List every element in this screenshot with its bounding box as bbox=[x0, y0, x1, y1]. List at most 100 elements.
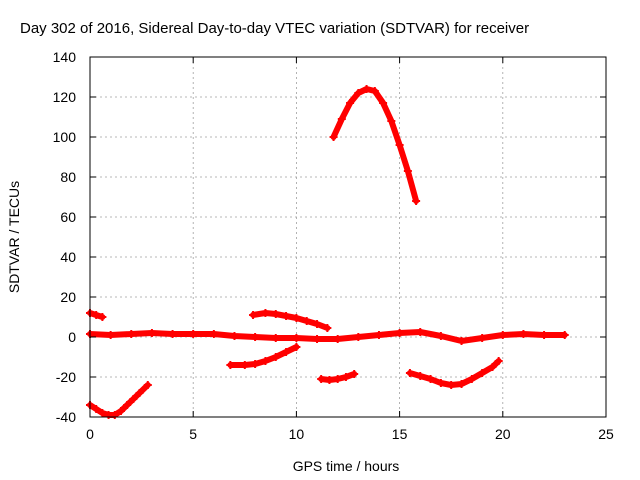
data-point bbox=[478, 369, 487, 377]
data-point bbox=[302, 317, 311, 325]
data-point bbox=[147, 329, 156, 337]
data-point bbox=[135, 389, 144, 397]
data-point bbox=[467, 375, 476, 383]
data-point bbox=[494, 357, 503, 365]
data-point bbox=[457, 337, 466, 345]
data-point bbox=[379, 99, 388, 107]
data-point bbox=[282, 312, 291, 320]
data-point bbox=[230, 332, 239, 340]
data-point bbox=[129, 395, 138, 403]
data-point bbox=[362, 85, 371, 93]
data-point bbox=[271, 353, 280, 361]
data-point bbox=[560, 331, 569, 339]
data-point bbox=[261, 357, 270, 365]
data-point bbox=[249, 311, 258, 319]
y-tick-label: 80 bbox=[60, 169, 76, 185]
data-point bbox=[110, 411, 119, 419]
y-axis-title: SDTVAR / TECUs bbox=[6, 181, 22, 293]
data-point bbox=[282, 348, 291, 356]
y-tick-label: 60 bbox=[60, 209, 76, 225]
data-point bbox=[240, 361, 249, 369]
ticks: 0 5 10 15 20 25 -40 -20 0 20 40 60 80 100 120 140 bbox=[53, 49, 614, 442]
data-point bbox=[346, 99, 355, 107]
y-tick-label: -40 bbox=[56, 409, 76, 425]
series-line-7 bbox=[330, 86, 420, 204]
data-point bbox=[405, 369, 414, 377]
data-point bbox=[478, 334, 487, 342]
data-point bbox=[226, 361, 235, 369]
data-point bbox=[412, 197, 421, 205]
x-tick-label: 0 bbox=[86, 426, 94, 442]
series-line-2 bbox=[87, 382, 151, 418]
data-point bbox=[436, 332, 445, 340]
series-line-8 bbox=[406, 358, 502, 388]
data-point bbox=[370, 87, 379, 95]
plot-frame bbox=[89, 56, 607, 418]
data-point bbox=[92, 311, 101, 319]
data-point bbox=[251, 360, 260, 368]
data-point bbox=[337, 115, 346, 123]
data-point bbox=[106, 331, 115, 339]
data-point bbox=[395, 329, 404, 337]
data-point bbox=[168, 330, 177, 338]
y-tick-label: -20 bbox=[56, 369, 76, 385]
x-tick-label: 20 bbox=[495, 426, 511, 442]
data-point bbox=[416, 328, 425, 336]
data-point bbox=[403, 167, 412, 175]
data-point bbox=[317, 375, 326, 383]
x-axis-title: GPS time / hours bbox=[293, 458, 400, 474]
data-point bbox=[261, 309, 270, 317]
data-point bbox=[436, 379, 445, 387]
data-point bbox=[354, 89, 363, 97]
x-tick-label: 10 bbox=[289, 426, 305, 442]
data-point bbox=[292, 314, 301, 322]
data-point bbox=[426, 375, 435, 383]
data-point bbox=[123, 401, 132, 409]
data-point bbox=[395, 141, 404, 149]
data-point bbox=[329, 133, 338, 141]
data-point bbox=[271, 310, 280, 318]
data-point bbox=[313, 335, 322, 343]
x-tick-label: 15 bbox=[392, 426, 408, 442]
data-point bbox=[116, 407, 125, 415]
x-tick-label: 5 bbox=[189, 426, 197, 442]
data-point bbox=[127, 330, 136, 338]
data-point bbox=[488, 363, 497, 371]
data-point bbox=[374, 331, 383, 339]
data-point bbox=[540, 331, 549, 339]
data-point bbox=[98, 313, 107, 321]
x-tick-label: 25 bbox=[598, 426, 614, 442]
y-tick-label: 0 bbox=[68, 329, 76, 345]
data-point bbox=[292, 334, 301, 342]
y-tick-label: 40 bbox=[60, 249, 76, 265]
data-point bbox=[323, 324, 332, 332]
data-point bbox=[498, 331, 507, 339]
y-tick-label: 20 bbox=[60, 289, 76, 305]
chart-title: Day 302 of 2016, Sidereal Day-to-day VTE… bbox=[20, 20, 529, 37]
data-point bbox=[271, 334, 280, 342]
data-point bbox=[98, 409, 107, 417]
data-point bbox=[189, 330, 198, 338]
data-point bbox=[519, 330, 528, 338]
data-point bbox=[92, 405, 101, 413]
data-point bbox=[333, 375, 342, 383]
data-point bbox=[292, 343, 301, 351]
data-point bbox=[143, 381, 152, 389]
data-point bbox=[350, 370, 359, 378]
data-point bbox=[333, 335, 342, 343]
y-tick-label: 140 bbox=[53, 49, 77, 65]
series-line-3 bbox=[87, 329, 568, 344]
data-point bbox=[251, 333, 260, 341]
series-layer bbox=[86, 85, 569, 419]
data-point bbox=[416, 372, 425, 380]
data-point bbox=[447, 381, 456, 389]
data-point bbox=[313, 320, 322, 328]
y-tick-label: 120 bbox=[53, 89, 77, 105]
data-point bbox=[354, 333, 363, 341]
data-point bbox=[341, 373, 350, 381]
data-point bbox=[325, 376, 334, 384]
data-point bbox=[457, 380, 466, 388]
y-tick-label: 100 bbox=[53, 129, 77, 145]
data-point bbox=[209, 330, 218, 338]
